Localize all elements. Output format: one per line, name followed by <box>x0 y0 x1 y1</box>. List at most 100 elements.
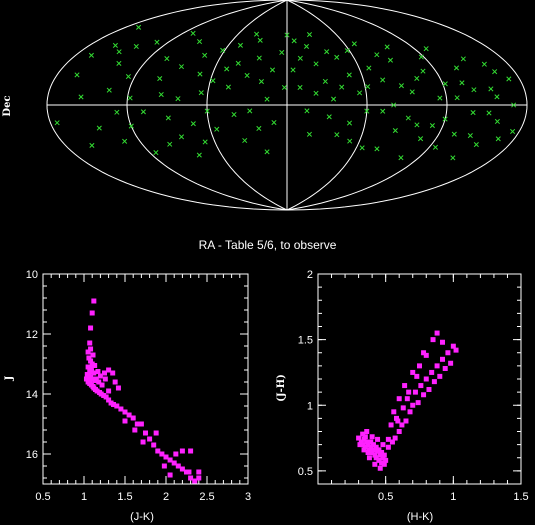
ccd-point <box>381 452 387 458</box>
ccd-points <box>356 330 459 471</box>
cmd-point <box>86 355 92 361</box>
ccd-point <box>421 350 427 356</box>
sky-point <box>153 150 159 156</box>
cmd-point <box>196 469 202 475</box>
ccd-point <box>370 442 376 448</box>
cmd-point <box>161 463 167 469</box>
sky-point <box>442 81 448 87</box>
sky-point <box>481 61 487 67</box>
ccd-point <box>395 418 401 424</box>
cmd-point <box>93 376 99 382</box>
ccd-point <box>358 439 364 445</box>
sky-point <box>271 119 277 126</box>
sky-point <box>196 152 202 158</box>
cmd-point <box>99 382 105 388</box>
cmd-point <box>96 379 102 385</box>
sky-point <box>326 114 332 120</box>
ccd-point <box>434 363 440 369</box>
sky-point <box>237 42 244 48</box>
sky-point <box>214 126 220 132</box>
sky-point <box>256 125 262 132</box>
cmd-point <box>85 349 91 355</box>
cmd-point <box>171 460 177 466</box>
cmd-point <box>102 370 107 376</box>
ccd-point <box>410 369 416 375</box>
sky-point <box>231 111 237 118</box>
ccd-point <box>434 330 440 336</box>
sky-point <box>351 41 357 47</box>
ccd-point <box>423 376 429 382</box>
ccd-point <box>421 392 427 398</box>
ccd-point <box>379 450 385 455</box>
ccd-point <box>364 429 370 434</box>
sky-point <box>391 102 397 108</box>
sky-point <box>291 38 297 44</box>
sky-point <box>303 43 310 49</box>
sky-point <box>494 94 500 100</box>
ccd-point <box>429 369 435 375</box>
ccd-point <box>392 435 398 441</box>
cmd-point <box>188 448 194 454</box>
sky-points <box>54 24 517 161</box>
sky-point <box>488 86 494 92</box>
cmd-xtick-label: 3 <box>245 491 251 503</box>
cmd-point <box>106 397 112 403</box>
sky-point <box>486 110 492 116</box>
sky-point <box>473 142 479 148</box>
ccd-point <box>368 444 374 450</box>
cmd-point <box>88 366 94 371</box>
sky-point <box>322 78 328 84</box>
sky-point <box>204 108 210 114</box>
cmd-point <box>153 430 159 436</box>
sky-point <box>510 128 516 135</box>
cmd-point <box>92 363 98 368</box>
sky-point <box>264 149 270 155</box>
sky-point <box>409 89 415 95</box>
cmd-point <box>89 310 95 316</box>
sky-point <box>122 138 128 144</box>
sky-point <box>459 80 465 86</box>
ccd-point <box>440 356 446 362</box>
sky-point <box>334 132 340 138</box>
ccd-point <box>431 379 437 385</box>
cmd-point <box>91 298 97 304</box>
cmd-point <box>118 406 124 412</box>
ccd-point <box>440 339 446 345</box>
ccd-point <box>448 360 454 366</box>
sky-map-plot: Dec <box>2 0 528 211</box>
sky-point <box>279 49 285 56</box>
sky-point <box>197 71 203 77</box>
sky-point <box>405 115 411 121</box>
ccd-point <box>417 363 422 369</box>
cmd-point <box>186 469 192 475</box>
sky-point <box>54 120 60 126</box>
sky-point <box>364 108 370 114</box>
cmd-point <box>132 427 138 433</box>
cmd-point <box>155 448 161 454</box>
cmd-xtick-label: 1 <box>81 491 87 503</box>
ccd-point <box>369 450 375 455</box>
sky-point <box>506 76 512 82</box>
ccd-ytick-label: 0.5 <box>298 466 313 478</box>
ccd-ytick-label: 1 <box>307 400 313 412</box>
sky-point <box>133 43 139 50</box>
sky-point <box>88 52 94 58</box>
cmd-point <box>95 369 101 374</box>
cmd-points <box>83 298 202 484</box>
ccd-point <box>430 337 436 343</box>
sky-point <box>313 61 319 67</box>
cmd-point <box>106 388 112 394</box>
sky-point <box>158 91 164 98</box>
cmd-point <box>88 358 94 364</box>
sky-point <box>256 55 262 61</box>
ccd-ytick-label: 2 <box>307 269 313 281</box>
sky-point <box>450 155 456 161</box>
ccd-point <box>369 434 375 440</box>
ccd-frame <box>317 273 522 485</box>
cmd-point <box>147 436 153 442</box>
sky-point <box>157 75 163 82</box>
sky-point <box>112 42 118 48</box>
cmd-frame <box>42 273 249 485</box>
sky-point <box>154 39 160 45</box>
